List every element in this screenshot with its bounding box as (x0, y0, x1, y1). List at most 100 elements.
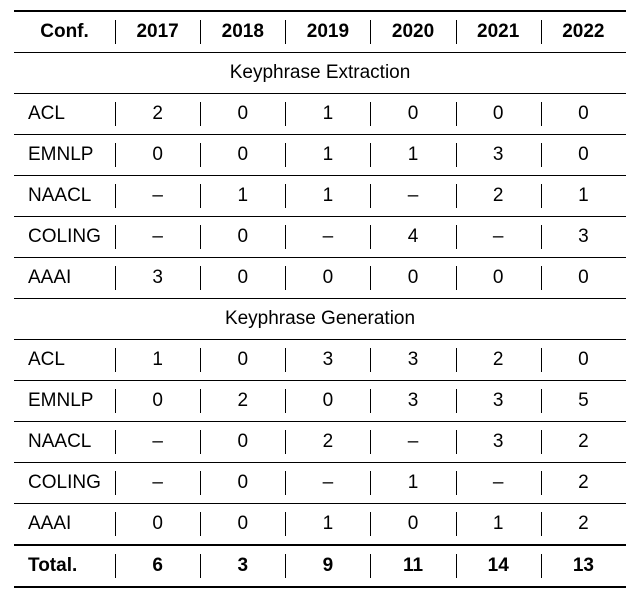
cell: 1 (456, 504, 541, 546)
cell: 0 (285, 381, 370, 422)
table-row: COLING – 0 – 1 – 2 (14, 463, 626, 504)
col-year-2021: 2021 (456, 11, 541, 53)
cell: 2 (541, 463, 626, 504)
cell: 0 (285, 258, 370, 299)
cell: 2 (200, 381, 285, 422)
total-label: Total. (14, 545, 115, 587)
cell: – (115, 217, 200, 258)
col-year-2020: 2020 (370, 11, 455, 53)
cell: – (456, 217, 541, 258)
cell: 5 (541, 381, 626, 422)
col-year-2017: 2017 (115, 11, 200, 53)
total-cell: 14 (456, 545, 541, 587)
col-year-2022: 2022 (541, 11, 626, 53)
col-conf: Conf. (14, 11, 115, 53)
cell: 0 (370, 94, 455, 135)
row-conf: NAACL (14, 176, 115, 217)
section-title: Keyphrase Generation (14, 299, 626, 340)
table-row: AAAI 0 0 1 0 1 2 (14, 504, 626, 546)
cell: 0 (115, 504, 200, 546)
cell: 3 (456, 381, 541, 422)
cell: 1 (285, 94, 370, 135)
row-conf: AAAI (14, 504, 115, 546)
table-row: EMNLP 0 0 1 1 3 0 (14, 135, 626, 176)
col-year-2018: 2018 (200, 11, 285, 53)
table-row: EMNLP 0 2 0 3 3 5 (14, 381, 626, 422)
table-row: ACL 2 0 1 0 0 0 (14, 94, 626, 135)
row-conf: ACL (14, 340, 115, 381)
cell: 1 (370, 463, 455, 504)
row-conf: NAACL (14, 422, 115, 463)
table-row: NAACL – 0 2 – 3 2 (14, 422, 626, 463)
cell: – (285, 217, 370, 258)
cell: 0 (115, 381, 200, 422)
cell: 3 (456, 422, 541, 463)
cell: 0 (370, 504, 455, 546)
cell: 0 (541, 340, 626, 381)
cell: 0 (200, 217, 285, 258)
cell: 2 (541, 504, 626, 546)
cell: 1 (115, 340, 200, 381)
total-cell: 6 (115, 545, 200, 587)
cell: 2 (456, 340, 541, 381)
total-cell: 3 (200, 545, 285, 587)
table-row: AAAI 3 0 0 0 0 0 (14, 258, 626, 299)
col-year-2019: 2019 (285, 11, 370, 53)
row-conf: EMNLP (14, 135, 115, 176)
table-row: ACL 1 0 3 3 2 0 (14, 340, 626, 381)
row-conf: COLING (14, 217, 115, 258)
cell: 3 (370, 381, 455, 422)
cell: 0 (200, 94, 285, 135)
cell: 4 (370, 217, 455, 258)
table-row: COLING – 0 – 4 – 3 (14, 217, 626, 258)
cell: 0 (370, 258, 455, 299)
row-conf: COLING (14, 463, 115, 504)
cell: 1 (370, 135, 455, 176)
total-cell: 13 (541, 545, 626, 587)
cell: 0 (115, 135, 200, 176)
table-row: NAACL – 1 1 – 2 1 (14, 176, 626, 217)
cell: 3 (370, 340, 455, 381)
table-header-row: Conf. 2017 2018 2019 2020 2021 2022 (14, 11, 626, 53)
cell: 1 (200, 176, 285, 217)
cell: – (115, 422, 200, 463)
cell: – (370, 422, 455, 463)
section-heading: Keyphrase Extraction (14, 53, 626, 94)
cell: 0 (200, 463, 285, 504)
cell: 1 (541, 176, 626, 217)
total-row: Total. 6 3 9 11 14 13 (14, 545, 626, 587)
row-conf: ACL (14, 94, 115, 135)
total-cell: 11 (370, 545, 455, 587)
cell: 3 (285, 340, 370, 381)
cell: 3 (541, 217, 626, 258)
total-cell: 9 (285, 545, 370, 587)
keyphrase-paper-counts-table: Conf. 2017 2018 2019 2020 2021 2022 Keyp… (14, 10, 626, 588)
cell: 2 (456, 176, 541, 217)
row-conf: AAAI (14, 258, 115, 299)
cell: 1 (285, 135, 370, 176)
cell: 2 (541, 422, 626, 463)
cell: 1 (285, 176, 370, 217)
cell: 0 (200, 422, 285, 463)
cell: 0 (200, 340, 285, 381)
cell: 3 (115, 258, 200, 299)
cell: 0 (541, 94, 626, 135)
cell: 0 (456, 258, 541, 299)
cell: – (285, 463, 370, 504)
cell: 2 (285, 422, 370, 463)
cell: – (456, 463, 541, 504)
cell: – (370, 176, 455, 217)
cell: – (115, 463, 200, 504)
cell: – (115, 176, 200, 217)
cell: 0 (541, 258, 626, 299)
cell: 2 (115, 94, 200, 135)
cell: 0 (456, 94, 541, 135)
cell: 0 (200, 258, 285, 299)
cell: 0 (200, 135, 285, 176)
cell: 0 (200, 504, 285, 546)
row-conf: EMNLP (14, 381, 115, 422)
section-heading: Keyphrase Generation (14, 299, 626, 340)
cell: 1 (285, 504, 370, 546)
section-title: Keyphrase Extraction (14, 53, 626, 94)
cell: 0 (541, 135, 626, 176)
